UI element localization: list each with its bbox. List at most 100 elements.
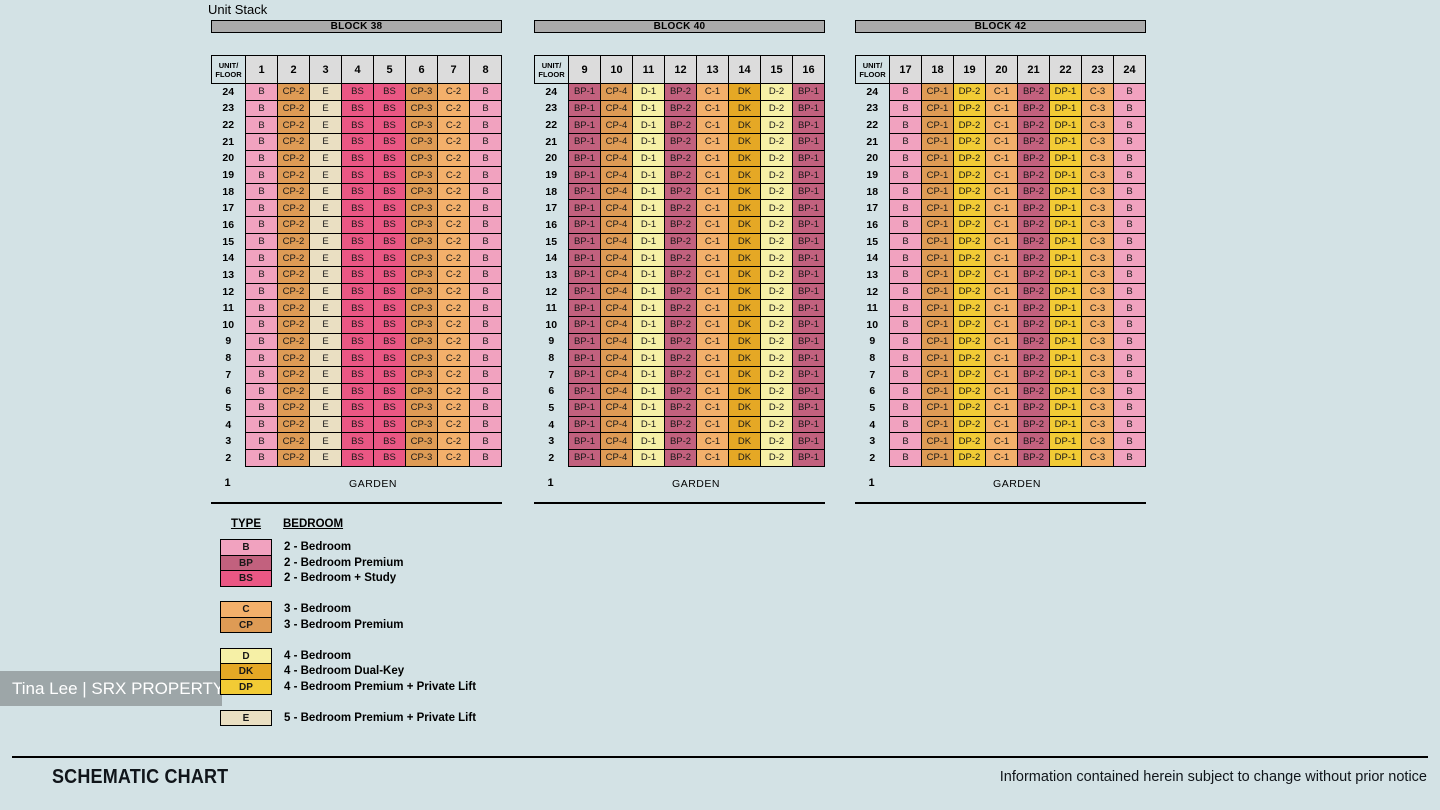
floor-number: 5 xyxy=(225,401,232,414)
legend-swatch: E xyxy=(220,709,272,726)
page-title: Unit Stack xyxy=(208,2,268,17)
unit-type-cell: C-1 xyxy=(985,315,1018,334)
unit-type-cell: C-1 xyxy=(985,249,1018,268)
unit-type-cell: BS xyxy=(373,149,406,168)
unit-type-cell: D-2 xyxy=(760,299,793,317)
floor-number: 4 xyxy=(225,418,232,431)
unit-type-cell: BS xyxy=(373,199,406,218)
unit-type-cell: C-1 xyxy=(985,166,1018,184)
unit-type-cell: DK xyxy=(728,232,761,251)
floor-row: 8 BP-1 CP-4 D-1 BP-2 C-1 DK D-2 BP-1 xyxy=(535,349,825,367)
unit-type-cell: D-2 xyxy=(760,266,793,284)
unit-type-cell: DP-1 xyxy=(1049,299,1082,317)
unit-type-cell: CP-2 xyxy=(277,132,310,151)
unit-type-cell: BP-1 xyxy=(792,432,825,451)
unit-type-cell: DP-2 xyxy=(953,83,986,101)
unit-type-cell: D-2 xyxy=(760,449,793,467)
floor-number: 3 xyxy=(869,435,876,448)
unit-type-cell: BP-2 xyxy=(1017,332,1050,351)
unit-type-cell: C-3 xyxy=(1081,349,1114,367)
unit-type-cell: BS xyxy=(341,349,374,367)
unit-type-cell: DK xyxy=(728,332,761,351)
floor-row: 13 B CP-2 E BS BS CP-3 C-2 B xyxy=(212,266,502,284)
legend-item: C 3 - Bedroom xyxy=(220,601,476,618)
footer-title: SCHEMATIC CHART xyxy=(52,766,229,788)
unit-type-cell: B xyxy=(469,399,502,417)
unit-type-cell: D-2 xyxy=(760,99,793,118)
unit-type-cell: BS xyxy=(341,249,374,268)
unit-type-cell: DK xyxy=(728,266,761,284)
unit-type-cell: C-1 xyxy=(985,382,1018,401)
legend-item-label: 2 - Bedroom xyxy=(284,541,352,554)
unit-type-cell: BP-2 xyxy=(1017,282,1050,301)
unit-type-cell: DP-1 xyxy=(1049,216,1082,234)
unit-type-cell: B xyxy=(1113,315,1146,334)
unit-type-cell: BS xyxy=(373,99,406,118)
unit-type-cell: C-2 xyxy=(437,415,470,434)
unit-type-cell: B xyxy=(1113,99,1146,118)
unit-type-cell: BP-2 xyxy=(1017,315,1050,334)
unit-type-cell: B xyxy=(469,249,502,268)
unit-type-cell: BP-2 xyxy=(664,266,697,284)
floor-row: 14 B CP-2 E BS BS CP-3 C-2 B xyxy=(212,249,502,268)
floor-number: 21 xyxy=(222,135,235,148)
unit-type-cell: B xyxy=(245,266,278,284)
unit-type-cell: B xyxy=(469,116,502,134)
unit-type-cell: DP-2 xyxy=(953,432,986,451)
stack-header-row: UNIT/ FLOOR 17 18 19 20 21 22 23 24 xyxy=(855,55,1146,84)
unit-type-cell: C-3 xyxy=(1081,266,1114,284)
unit-type-cell: CP-1 xyxy=(921,132,954,151)
floor-row: 23 B CP-1 DP-2 C-1 BP-2 DP-1 C-3 B xyxy=(856,99,1146,118)
unit-type-cell: B xyxy=(469,282,502,301)
unit-type-cell: BS xyxy=(341,415,374,434)
unit-type-cell: CP-4 xyxy=(600,315,633,334)
floor-number: 18 xyxy=(545,185,558,198)
floor-number: 7 xyxy=(548,368,555,381)
unit-type-cell: B xyxy=(245,166,278,184)
floor-number: 22 xyxy=(222,119,235,132)
legend-swatch: DP xyxy=(220,678,272,695)
floor-number: 20 xyxy=(222,152,235,165)
unit-type-cell: C-3 xyxy=(1081,149,1114,168)
unit-type-cell: B xyxy=(245,99,278,118)
unit-type-cell: D-1 xyxy=(632,282,665,301)
floor-number: 2 xyxy=(869,451,876,464)
unit-type-cell: B xyxy=(469,415,502,434)
unit-type-cell: CP-3 xyxy=(405,249,438,268)
unit-type-cell: BP-1 xyxy=(792,449,825,467)
unit-type-cell: CP-3 xyxy=(405,232,438,251)
floor-row: 18 B CP-2 E BS BS CP-3 C-2 B xyxy=(212,182,502,201)
unit-type-cell: DK xyxy=(728,182,761,201)
floor-number: 15 xyxy=(866,235,879,248)
legend-item-label: 5 - Bedroom Premium + Private Lift xyxy=(284,711,477,724)
floor-row: 7 B CP-1 DP-2 C-1 BP-2 DP-1 C-3 B xyxy=(856,365,1146,384)
unit-type-cell: DK xyxy=(728,199,761,218)
unit-type-cell: D-1 xyxy=(632,449,665,467)
floor-number: 18 xyxy=(866,185,879,198)
floor-number: 11 xyxy=(545,302,557,315)
unit-type-cell: BS xyxy=(341,99,374,118)
unit-type-cell: C-2 xyxy=(437,249,470,268)
unit-type-cell: CP-2 xyxy=(277,315,310,334)
unit-type-cell: BP-1 xyxy=(568,365,601,384)
unit-type-cell: CP-1 xyxy=(921,432,954,451)
legend-group: B 2 - Bedroom BP 2 - Bedroom Premium BS 2 - B… xyxy=(220,539,476,587)
unit-type-cell: DP-1 xyxy=(1049,315,1082,334)
floor-row: 19 BP-1 CP-4 D-1 BP-2 C-1 DK D-2 BP-1 xyxy=(535,166,825,184)
unit-type-cell: E xyxy=(309,83,342,101)
unit-type-cell: C-3 xyxy=(1081,365,1114,384)
floor-row: 15 BP-1 CP-4 D-1 BP-2 C-1 DK D-2 BP-1 xyxy=(535,232,825,251)
unit-type-cell: BP-1 xyxy=(568,99,601,118)
unit-type-cell: D-1 xyxy=(632,432,665,451)
unit-type-cell: B xyxy=(1113,282,1146,301)
unit-type-cell: CP-3 xyxy=(405,349,438,367)
unit-type-cell: BP-1 xyxy=(792,332,825,351)
unit-type-cell: D-2 xyxy=(760,365,793,384)
floor-number: 10 xyxy=(866,318,879,331)
unit-type-cell: C-3 xyxy=(1081,249,1114,268)
unit-type-cell: C-1 xyxy=(696,132,729,151)
unit-type-cell: B xyxy=(469,199,502,218)
unit-type-cell: C-2 xyxy=(437,315,470,334)
floor-row: 10 B CP-1 DP-2 C-1 BP-2 DP-1 C-3 B xyxy=(856,315,1146,334)
unit-type-cell: BP-2 xyxy=(1017,182,1050,201)
